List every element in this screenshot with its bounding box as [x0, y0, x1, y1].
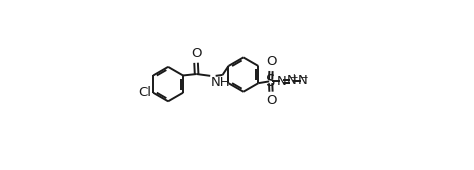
- Text: NH: NH: [210, 76, 230, 89]
- Text: N: N: [287, 74, 297, 87]
- Text: Cl: Cl: [139, 86, 152, 99]
- Text: N: N: [276, 75, 286, 88]
- Text: O: O: [266, 94, 276, 107]
- Text: −: −: [301, 73, 309, 83]
- Text: +: +: [290, 73, 299, 83]
- Text: O: O: [191, 47, 201, 60]
- Text: O: O: [266, 55, 276, 68]
- Text: S: S: [266, 74, 275, 89]
- Text: N: N: [297, 74, 307, 87]
